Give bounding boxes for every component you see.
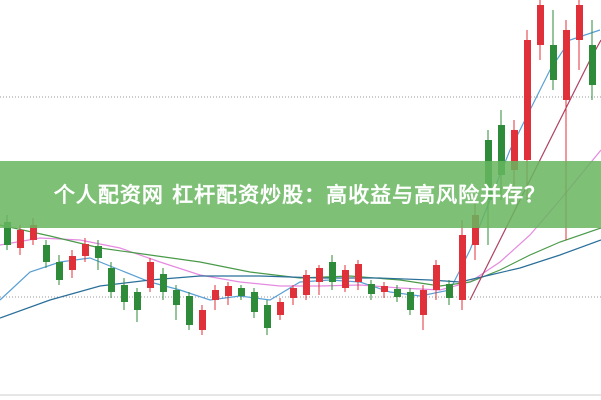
candle-body [290, 288, 297, 298]
candle-body [251, 292, 258, 312]
candle-body [550, 45, 557, 80]
candle-body [576, 5, 583, 40]
candle-body [134, 292, 141, 310]
candle-body [407, 292, 414, 310]
candle-body [160, 274, 167, 292]
ma-line [0, 149, 601, 291]
candle-body [563, 30, 570, 100]
candle-body [225, 286, 232, 296]
candle-body [186, 296, 193, 325]
candle-body [537, 5, 544, 45]
candle-body [511, 130, 518, 170]
candle-body [329, 262, 336, 282]
candle-body [264, 305, 271, 328]
candle-body [459, 235, 466, 300]
candle-body [589, 45, 596, 85]
candle-body [381, 286, 388, 292]
candle-body [498, 125, 505, 175]
candle-body [173, 290, 180, 305]
candle-body [238, 288, 245, 296]
candle-body [277, 302, 284, 315]
candle-body [4, 222, 11, 245]
candle-body [316, 268, 323, 282]
banner-title: 个人配资网 杠杆配资炒股：高收益与高风险并存？ [54, 183, 546, 207]
candle-body [56, 262, 63, 280]
candle-body [368, 284, 375, 294]
candle-body [43, 245, 50, 262]
candle-body [199, 310, 206, 330]
candle-body [355, 264, 362, 282]
ma-line [0, 224, 601, 287]
candle-body [303, 275, 310, 295]
candle-body [30, 225, 37, 240]
candle-body [472, 215, 479, 245]
candle-body [420, 290, 427, 315]
title-band [0, 161, 601, 228]
candle-body [524, 40, 531, 160]
candle-body [147, 262, 154, 288]
candle-body [212, 290, 219, 300]
candle-body [342, 270, 349, 288]
candle-body [69, 256, 76, 270]
candle-body [394, 289, 401, 297]
candle-body [82, 244, 89, 256]
candle-body [108, 268, 115, 292]
candle-body [446, 284, 453, 298]
candle-body [95, 246, 102, 258]
candle-body [121, 285, 128, 302]
candle-body [433, 265, 440, 290]
candle-body [17, 230, 24, 248]
